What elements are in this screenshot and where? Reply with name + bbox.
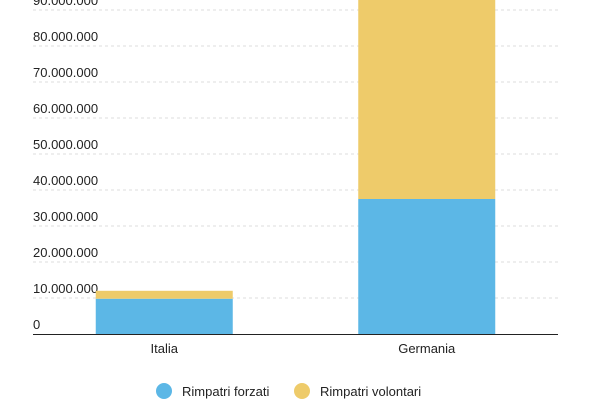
legend: Rimpatri forzati Rimpatri volontari — [156, 383, 421, 399]
y-tick-label: 0 — [33, 317, 40, 332]
y-tick-label: 10.000.000 — [33, 281, 98, 296]
legend-label: Rimpatri forzati — [182, 384, 270, 399]
y-tick-label: 60.000.000 — [33, 101, 98, 116]
x-tick-label: Italia — [151, 341, 179, 356]
y-tick-label: 30.000.000 — [33, 209, 98, 224]
y-tick-label: 70.000.000 — [33, 65, 98, 80]
legend-swatch — [156, 383, 172, 399]
y-tick-label: 90.000.000 — [33, 0, 98, 8]
y-tick-label: 80.000.000 — [33, 29, 98, 44]
legend-swatch — [294, 383, 310, 399]
y-tick-label: 50.000.000 — [33, 137, 98, 152]
y-axis-ticks: 0 10.000.000 20.000.000 30.000.000 40.000.00… — [33, 0, 98, 332]
y-tick-label: 40.000.000 — [33, 173, 98, 188]
x-axis-labels: Italia Germania — [151, 341, 457, 356]
y-tick-label: 20.000.000 — [33, 245, 98, 260]
x-tick-label: Germania — [398, 341, 456, 356]
bar-segment — [95, 298, 233, 334]
bars — [95, 0, 496, 334]
bar-segment — [95, 290, 233, 299]
bar-segment — [358, 199, 496, 334]
legend-label: Rimpatri volontari — [320, 384, 421, 399]
bar-segment — [358, 0, 496, 200]
